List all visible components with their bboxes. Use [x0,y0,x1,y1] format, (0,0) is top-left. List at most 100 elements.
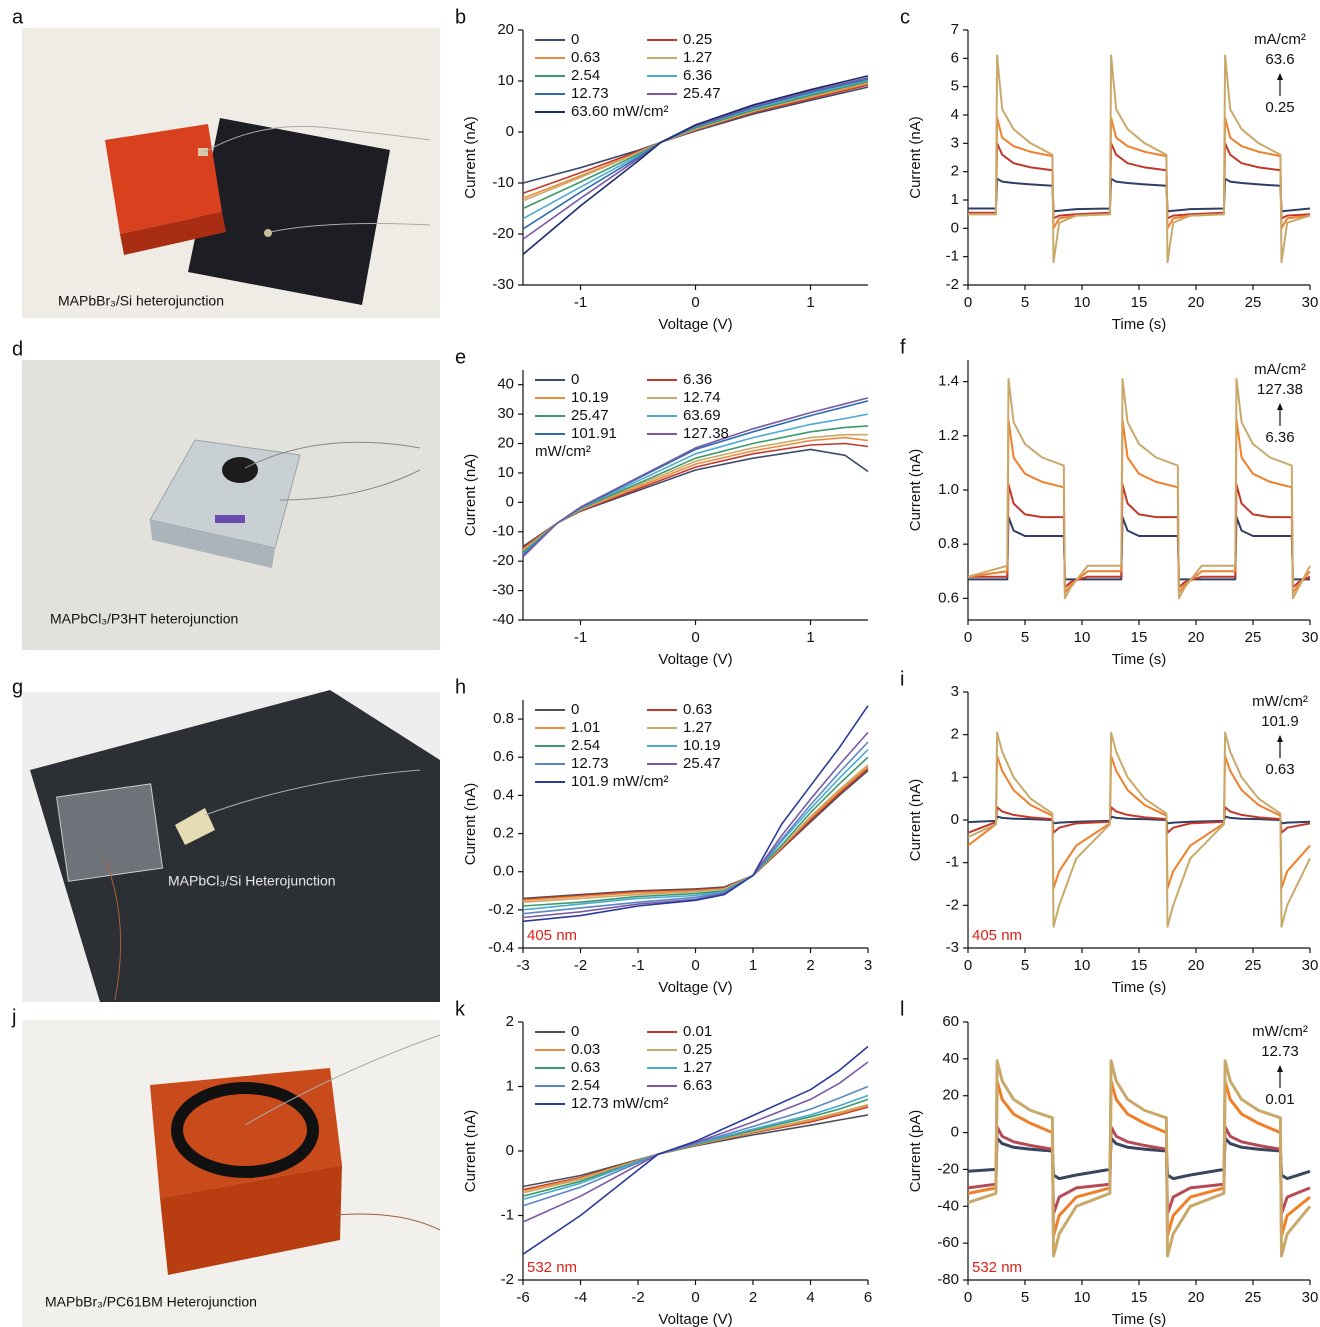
panel-letter: d [12,338,23,360]
y-tick-label: -30 [492,276,514,293]
y-tick-label: 1 [951,768,959,785]
data-line [968,143,1310,218]
wavelength-label: 405 nm [972,927,1022,944]
y-tick-label: 5 [951,78,959,95]
x-tick-label: 0 [691,629,699,646]
legend-label: 63.69 [683,407,721,424]
x-tick-label: 10 [1074,629,1091,646]
wavelength-label: 532 nm [972,1259,1022,1276]
photo-caption: MAPbCl₃/P3HT heterojunction [50,611,238,627]
x-tick-label: 20 [1188,294,1205,311]
photo-caption: MAPbBr₃/PC61BM Heterojunction [45,1294,257,1310]
y-tick-label: 0.8 [493,710,514,727]
x-tick-label: 0 [964,629,972,646]
annotation-unit: mW/cm² [1252,693,1308,710]
y-tick-label: -3 [946,939,959,956]
x-tick-label: 20 [1188,1289,1205,1306]
figure: a MAPbBr₃/Si heterojunction d MAPbCl₃/P3… [0,0,1320,1327]
y-tick-label: 0 [506,123,514,140]
x-tick-label: 1 [806,629,814,646]
photo-caption: MAPbCl₃/Si Heterojunction [168,873,336,889]
x-axis-title: Voltage (V) [658,651,732,668]
panel-letter: a [12,6,24,28]
x-tick-label: -4 [574,1289,587,1306]
legend-label: 0.25 [683,1041,712,1058]
y-tick-label: -0.4 [488,939,514,956]
legend-label: 6.36 [683,371,712,388]
y-axis-title: Current (nA) [462,116,479,199]
x-tick-label: 15 [1131,629,1148,646]
x-tick-label: -2 [574,957,587,974]
legend-label: 2.54 [571,737,600,754]
data-line [523,1115,868,1187]
y-tick-label: 60 [942,1013,959,1030]
legend-label: 2.54 [571,67,600,84]
y-tick-label: -2 [946,896,959,913]
panel-letter: h [455,676,466,698]
legend-label: 101.91 [571,425,617,442]
y-tick-label: -1 [946,854,959,871]
y-tick-label: -20 [492,552,514,569]
y-tick-label: 0.8 [938,535,959,552]
legend-label: 12.73 [571,755,609,772]
x-tick-label: 0 [691,1289,699,1306]
y-tick-label: 30 [497,405,514,422]
legend-label: 0.63 [683,701,712,718]
x-tick-label: 10 [1074,1289,1091,1306]
y-tick-label: 4 [951,106,959,123]
legend-label: 0 [571,371,579,388]
legend-label: 6.63 [683,1077,712,1094]
x-tick-label: 25 [1245,1289,1262,1306]
annotation-unit: mW/cm² [1252,1023,1308,1040]
legend-label: 63.60 mW/cm² [571,103,669,120]
y-tick-label: 1 [506,1077,514,1094]
panel-letter: j [11,1006,16,1028]
x-tick-label: 0 [964,294,972,311]
x-tick-label: 0 [691,957,699,974]
annotation-low: 0.01 [1265,1091,1294,1108]
x-tick-label: 10 [1074,957,1091,974]
legend-label: 25.47 [571,407,609,424]
x-tick-label: 25 [1245,294,1262,311]
legend-label: 12.73 [571,85,609,102]
y-tick-label: 2 [506,1013,514,1030]
x-tick-label: 10 [1074,294,1091,311]
annotation-low: 0.25 [1265,99,1294,116]
data-line [968,733,1310,927]
legend-label: 0 [571,701,579,718]
annotation-high: 63.6 [1265,51,1294,68]
x-tick-label: -6 [516,1289,529,1306]
y-tick-label: 0 [506,1142,514,1159]
y-tick-label: 0 [506,493,514,510]
y-tick-label: 0 [951,219,959,236]
legend-label: 0 [571,31,579,48]
photo [22,360,440,650]
x-tick-label: 1 [749,957,757,974]
x-tick-label: -1 [574,294,587,311]
y-tick-label: 1.2 [938,427,959,444]
annotation-high: 127.38 [1257,381,1303,398]
y-tick-label: -20 [937,1160,959,1177]
x-tick-label: 1 [806,294,814,311]
x-tick-label: 0 [964,957,972,974]
panel-letter: c [900,6,910,28]
y-tick-label: 40 [497,376,514,393]
y-tick-label: -2 [501,1271,514,1288]
annotation-unit: mA/cm² [1254,361,1306,378]
y-tick-label: 0.4 [493,786,514,803]
annotation-high: 101.9 [1261,713,1299,730]
y-tick-label: 1.4 [938,373,959,390]
legend-label: 12.74 [683,389,721,406]
x-axis-title: Voltage (V) [658,316,732,333]
annotation-high: 12.73 [1261,1043,1299,1060]
x-tick-label: -1 [631,957,644,974]
annotation-arrowhead [1277,735,1283,742]
y-tick-label: -30 [492,582,514,599]
x-tick-label: 15 [1131,1289,1148,1306]
legend-label: 0.03 [571,1041,600,1058]
wavelength-label: 532 nm [527,1259,577,1276]
y-axis-title: Current (nA) [462,783,479,866]
y-axis-title: Current (nA) [462,1110,479,1193]
x-tick-label: 30 [1302,1289,1319,1306]
x-tick-label: 2 [806,957,814,974]
